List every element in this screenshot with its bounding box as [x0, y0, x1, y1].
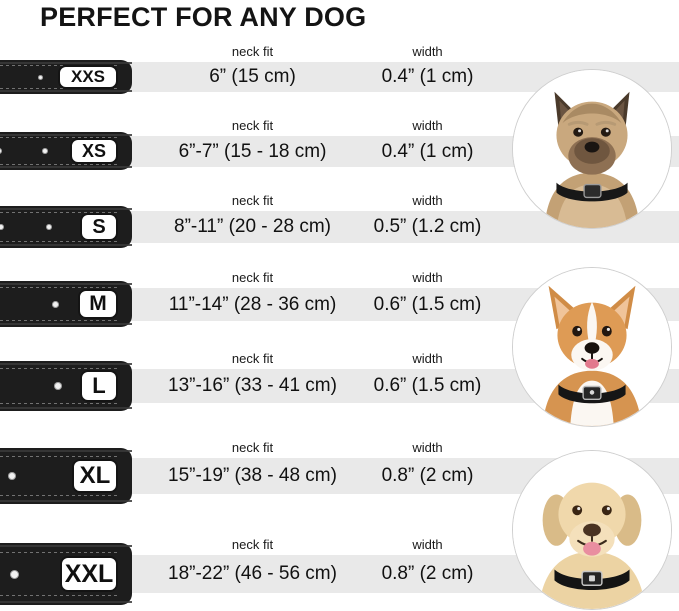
strap-edge-highlight	[0, 500, 132, 502]
corgi-dog-photo	[512, 267, 672, 427]
strap-punch-hole	[8, 472, 16, 480]
strap-punch-hole	[38, 74, 43, 80]
strap-punch-hole	[42, 148, 48, 154]
strap-edge-highlight	[0, 601, 132, 603]
width-value: 0.6” (1.5 cm)	[373, 375, 482, 396]
collar-strap: M	[0, 281, 132, 327]
strap-stitching	[0, 368, 119, 369]
labrador-dog-photo	[512, 450, 672, 610]
size-badge: XS	[70, 138, 118, 164]
strap-punch-hole	[46, 224, 52, 230]
size-badge: L	[80, 370, 118, 402]
width-header: width	[412, 193, 443, 208]
width-value: 0.4” (1 cm)	[381, 140, 474, 162]
strap-edge-highlight	[0, 283, 132, 285]
strap-punch-hole	[0, 148, 2, 154]
size-badge: XXS	[58, 65, 118, 89]
neck-fit-header: neck fit	[231, 537, 274, 552]
neck-fit-value: 11”-14” (28 - 36 cm)	[168, 293, 337, 315]
neck-fit-value: 15”-19” (38 - 48 cm)	[168, 465, 337, 486]
strap-stitching	[0, 320, 119, 321]
neck-fit-value: 6”-7” (15 - 18 cm)	[178, 140, 327, 162]
strap-stitching	[0, 212, 119, 213]
strap-stitching	[0, 137, 119, 138]
size-badge: S	[80, 213, 118, 241]
neck-fit-header: neck fit	[231, 270, 274, 285]
size-badge: XL	[72, 459, 118, 493]
strap-punch-hole	[0, 224, 4, 230]
strap-stitching	[0, 595, 119, 596]
corgi-illustration	[513, 268, 671, 426]
strap-edge-highlight	[0, 62, 132, 64]
strap-edge-highlight	[0, 208, 132, 210]
width-header: width	[412, 537, 443, 552]
small-terrier-dog-photo	[512, 69, 672, 229]
collar-strap: S	[0, 206, 132, 248]
collar-strap: XXS	[0, 60, 132, 94]
strap-stitching	[0, 241, 119, 242]
strap-edge-highlight	[0, 90, 132, 92]
strap-stitching	[0, 456, 119, 457]
neck-fit-value: 8”-11” (20 - 28 cm)	[174, 216, 331, 237]
neck-fit-value: 18”-22” (46 - 56 cm)	[168, 563, 337, 584]
collar-strap: XS	[0, 132, 132, 170]
size-badge: XXL	[60, 556, 118, 592]
strap-punch-hole	[52, 300, 59, 308]
size-badge: M	[78, 289, 118, 319]
neck-fit-header: neck fit	[231, 351, 274, 366]
strap-edge-highlight	[0, 166, 132, 168]
width-header: width	[412, 270, 443, 285]
collar-strap: XXL	[0, 543, 132, 605]
neck-fit-header: neck fit	[231, 44, 274, 59]
strap-edge-highlight	[0, 450, 132, 452]
neck-fit-header: neck fit	[231, 440, 274, 455]
width-header: width	[412, 351, 443, 366]
collar-strap: L	[0, 361, 132, 411]
strap-edge-highlight	[0, 134, 132, 136]
strap-punch-hole	[10, 569, 19, 579]
strap-edge-highlight	[0, 363, 132, 365]
width-header: width	[412, 44, 443, 59]
strap-edge-highlight	[0, 545, 132, 547]
labrador-illustration	[513, 451, 671, 609]
neck-fit-value: 6” (15 cm)	[209, 66, 296, 87]
page-title: PERFECT FOR ANY DOG	[40, 2, 367, 32]
width-header: width	[412, 440, 443, 455]
width-value: 0.6” (1.5 cm)	[373, 293, 482, 315]
width-header: width	[412, 118, 443, 133]
strap-stitching	[0, 65, 119, 66]
strap-stitching	[0, 164, 119, 165]
width-value: 0.4” (1 cm)	[381, 66, 474, 87]
neck-fit-header: neck fit	[231, 118, 274, 133]
width-value: 0.8” (2 cm)	[381, 563, 474, 584]
strap-punch-hole	[54, 382, 62, 390]
strap-edge-highlight	[0, 407, 132, 409]
strap-stitching	[0, 403, 119, 404]
width-value: 0.5” (1.2 cm)	[373, 216, 482, 237]
neck-fit-header: neck fit	[231, 193, 274, 208]
terrier-illustration	[513, 70, 671, 228]
width-value: 0.8” (2 cm)	[381, 465, 474, 486]
strap-edge-highlight	[0, 323, 132, 325]
strap-stitching	[0, 495, 119, 496]
neck-fit-value: 13”-16” (33 - 41 cm)	[168, 375, 337, 396]
collar-strap: XL	[0, 448, 132, 504]
strap-edge-highlight	[0, 244, 132, 246]
strap-stitching	[0, 287, 119, 288]
strap-stitching	[0, 552, 119, 553]
strap-stitching	[0, 88, 119, 89]
